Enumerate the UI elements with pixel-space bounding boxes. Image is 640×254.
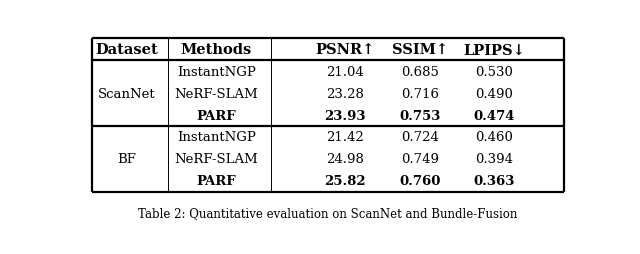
Text: 0.394: 0.394 [475, 153, 513, 166]
Text: 23.93: 23.93 [324, 109, 366, 122]
Text: 21.04: 21.04 [326, 66, 364, 78]
Text: ScanNet: ScanNet [99, 87, 156, 100]
Text: 0.760: 0.760 [399, 174, 440, 187]
Text: 0.530: 0.530 [476, 66, 513, 78]
Text: BF: BF [118, 153, 136, 166]
Text: PARF: PARF [196, 109, 236, 122]
Text: Table 2: Quantitative evaluation on ScanNet and Bundle-Fusion: Table 2: Quantitative evaluation on Scan… [138, 206, 518, 219]
Text: PARF: PARF [196, 174, 236, 187]
Text: PSNR↑: PSNR↑ [316, 43, 375, 57]
Text: NeRF-SLAM: NeRF-SLAM [175, 87, 259, 100]
Text: NeRF-SLAM: NeRF-SLAM [175, 153, 259, 166]
Text: Methods: Methods [180, 43, 252, 57]
Text: 21.42: 21.42 [326, 131, 364, 144]
Text: 0.749: 0.749 [401, 153, 439, 166]
Text: InstantNGP: InstantNGP [177, 131, 256, 144]
Text: 24.98: 24.98 [326, 153, 364, 166]
Text: LPIPS↓: LPIPS↓ [463, 43, 525, 57]
Text: 0.716: 0.716 [401, 87, 439, 100]
Text: 0.490: 0.490 [476, 87, 513, 100]
Text: 0.685: 0.685 [401, 66, 438, 78]
Text: 0.460: 0.460 [476, 131, 513, 144]
Text: SSIM↑: SSIM↑ [392, 43, 448, 57]
Text: 0.724: 0.724 [401, 131, 438, 144]
Text: 25.82: 25.82 [324, 174, 366, 187]
Text: 23.28: 23.28 [326, 87, 364, 100]
Text: 0.363: 0.363 [474, 174, 515, 187]
Text: InstantNGP: InstantNGP [177, 66, 256, 78]
Text: 0.753: 0.753 [399, 109, 440, 122]
Text: Dataset: Dataset [96, 43, 159, 57]
Text: 0.474: 0.474 [474, 109, 515, 122]
